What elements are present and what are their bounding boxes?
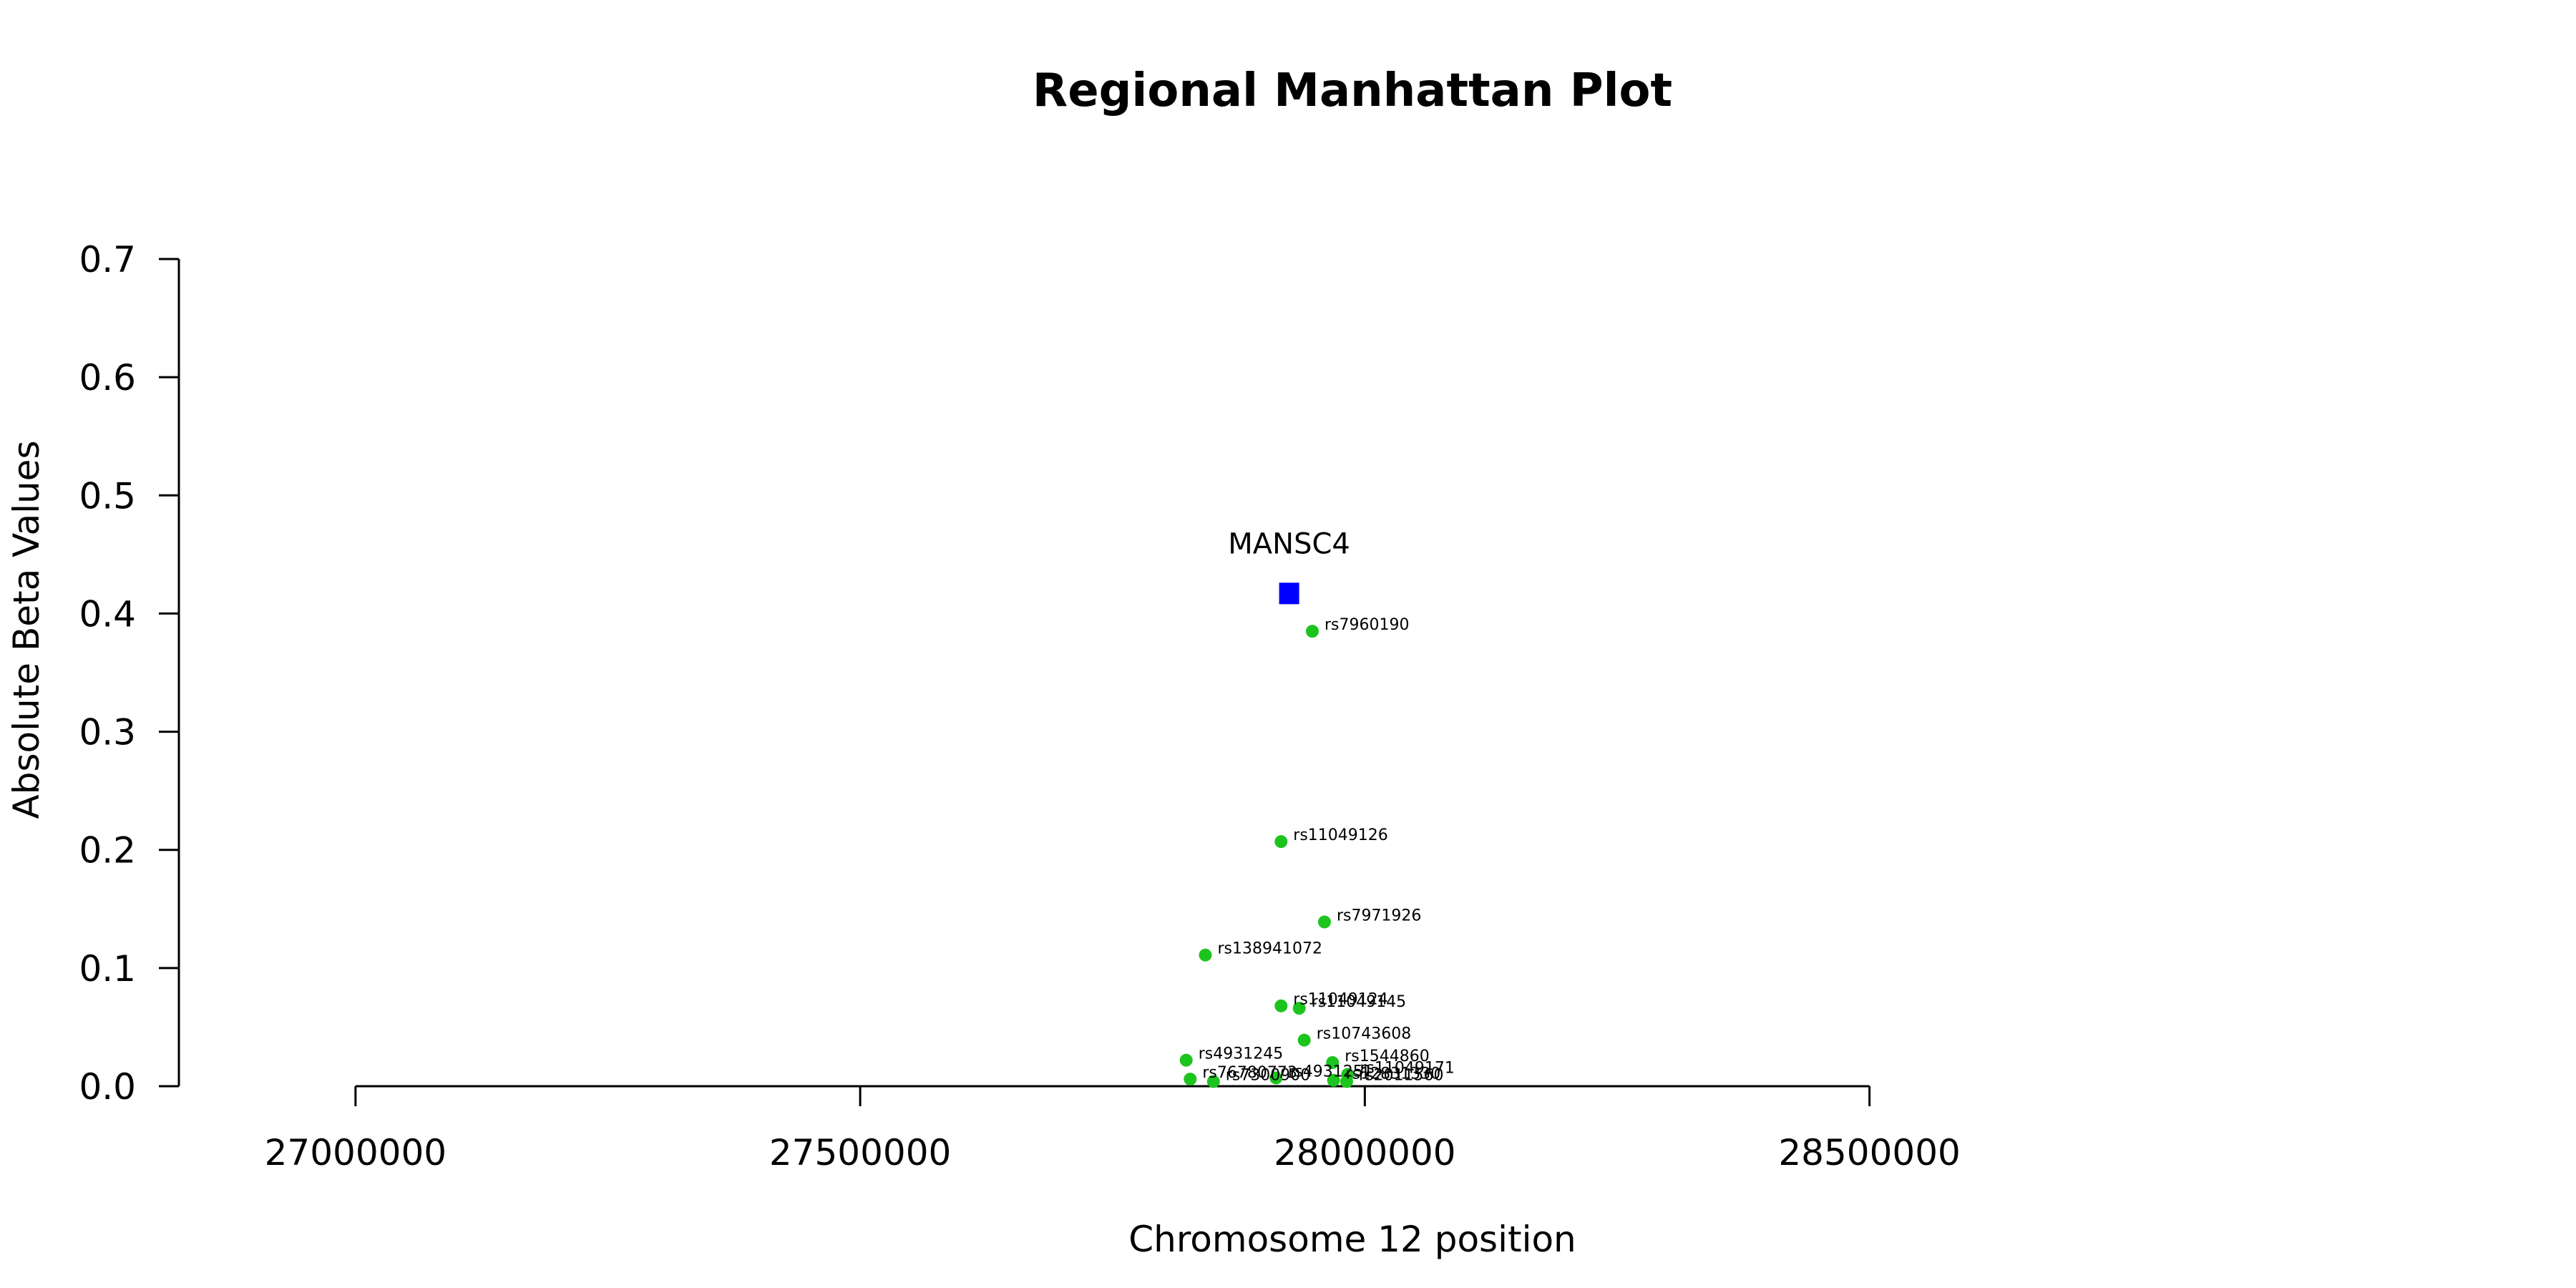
x-tick-label: 27000000 [265,1132,447,1174]
snp-point [1306,625,1319,638]
snp-point [1326,1055,1340,1069]
x-tick-label: 27500000 [769,1132,952,1174]
snp-label: rs11049124 [1293,991,1387,1009]
data-points [1179,625,1355,1088]
y-axis-label: Absolute Beta Values [6,441,47,819]
snp-point [1206,1075,1220,1088]
snp-label: rs2011560 [1359,1066,1444,1084]
gene-label: MANSC4 [1228,527,1350,560]
snp-label: rs12831330 [1346,1065,1440,1083]
snp-label: rs11049145 [1312,993,1406,1011]
y-tick-label: 0.1 [79,948,136,990]
snp-point [1184,1073,1197,1086]
snp-label: rs11049171 [1360,1059,1454,1077]
x-tick-label: 28500000 [1778,1132,1961,1174]
snp-label: rs76780773 [1202,1064,1297,1082]
y-tick-label: 0.7 [79,239,136,280]
snp-label: rs4931245 [1199,1045,1284,1063]
y-tick-label: 0.5 [79,475,136,517]
y-tick-label: 0.4 [79,593,136,635]
snp-label: rs7971926 [1337,907,1422,924]
chart-title: Regional Manhattan Plot [1033,64,1672,117]
snp-point [1317,915,1331,929]
gene-marker [1279,582,1299,605]
snp-point [1327,1073,1340,1087]
y-tick-label: 0.0 [79,1066,136,1108]
snp-point [1297,1033,1311,1047]
y-axis: 0.0 0.1 0.2 0.3 0.4 0.5 0.6 0.7 [79,239,180,1108]
snp-point [1292,1002,1306,1015]
snp-point [1274,835,1288,849]
snp-label: rs7960190 [1324,616,1410,634]
snp-label: rs1544860 [1345,1048,1430,1065]
y-tick-label: 0.3 [79,712,136,753]
snp-point [1340,1075,1353,1088]
y-tick-label: 0.6 [79,357,136,399]
snp-point [1199,948,1212,962]
snp-label: rs138941072 [1218,940,1322,958]
snp-labels: rs7960190 rs11049126 rs7971926 rs138941072 r… [1199,616,1455,1084]
y-tick-label: 0.2 [79,830,136,872]
snp-label: rs11049126 [1293,826,1387,844]
x-axis: 27000000 27500000 28000000 28500000 [265,1085,1961,1174]
snp-point [1269,1071,1283,1085]
snp-label: rs4931251 [1288,1063,1373,1080]
snp-point [1179,1053,1193,1067]
snp-label: rs7300900 [1226,1066,1311,1084]
snp-point [1274,999,1288,1013]
snp-label: rs10743608 [1317,1025,1411,1043]
x-axis-label: Chromosome 12 position [1128,1219,1576,1260]
gene-marker-group: MANSC4 [1228,527,1350,605]
x-tick-label: 28000000 [1274,1132,1456,1174]
